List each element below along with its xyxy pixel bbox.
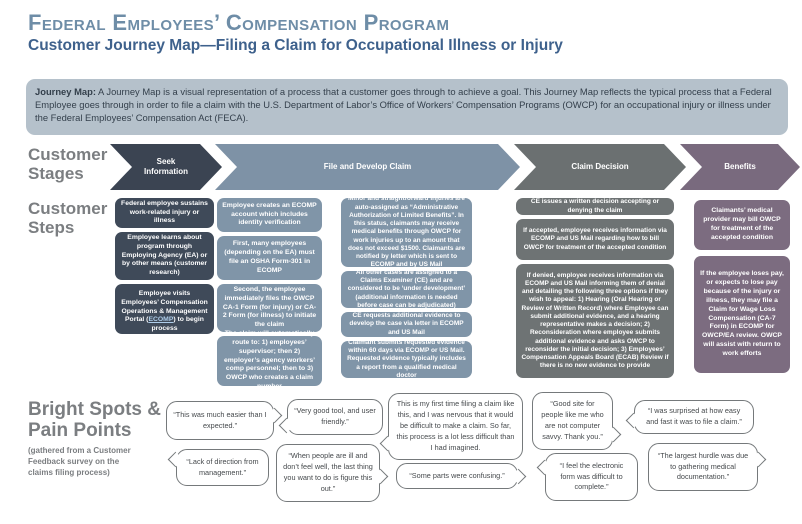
bubble-text: “Some parts were confusing.” (409, 470, 505, 480)
feedback-bubble: “I was surprised at how easy and fast it… (625, 400, 754, 434)
step-box: Minor and straightforward injuries are a… (341, 195, 472, 268)
feedback-bubble: “I feel the electronic form was difficul… (536, 453, 638, 501)
bubble-tail (605, 426, 622, 443)
bubble-text: “Lack of direction from management.” (186, 456, 259, 477)
feedback-bubble: “The largest hurdle was due to gathering… (648, 443, 767, 491)
step-box: CE requests additional evidence to devel… (341, 312, 472, 337)
bubble-tail (379, 435, 396, 452)
bubble-tail (278, 417, 295, 434)
bubble-tail (510, 468, 527, 485)
bubble-text: “Good site for people like me who are no… (541, 399, 604, 441)
step-box: Claimants’ medical provider may bill OWC… (694, 200, 790, 250)
stage-label: Seek Information (144, 156, 188, 176)
bubble-tail (266, 407, 283, 424)
bubble-tail (625, 412, 642, 429)
step-box: All other cases are assigned to a Claims… (341, 269, 472, 309)
bubble-text: “The largest hurdle was due to gathering… (657, 450, 749, 482)
bubble-text: “This was much easier than I expected.” (173, 409, 267, 430)
bubble-text: “When people are ill and don’t feel well… (283, 451, 373, 493)
bright-spots-title: Bright Spots & Pain Points (28, 399, 161, 442)
step-box: If the employee loses pay, or expects to… (694, 256, 790, 373)
ecomp-link[interactable]: ECOMP (148, 316, 174, 324)
step-box-ecomp-portal: Employee visits Employees’ Compensation … (115, 284, 214, 334)
bubble-text: “I was surprised at how easy and fast it… (646, 406, 742, 426)
step-box: If denied, employee receives information… (516, 264, 674, 378)
stage-label: Claim Decision (571, 161, 629, 171)
customer-stages-label: Customer Stages (28, 145, 108, 183)
step-box: Employee creates an ECOMP account which … (217, 198, 322, 232)
page-title: Federal Employees’ Compensation Program (28, 10, 450, 35)
bubble-tail (536, 459, 553, 476)
feedback-bubble: “Good site for people like me who are no… (532, 392, 622, 450)
stage-arrow-claim-decision: Claim Decision (514, 144, 686, 190)
bright-spots-subtitle: (gathered from a Customer Feedback surve… (28, 446, 131, 477)
bubble-text: This is my first time filing a claim lik… (396, 399, 515, 452)
bubble-tail (167, 451, 184, 468)
customer-steps-label: Customer Steps (28, 199, 108, 237)
intro-label: Journey Map: (35, 86, 96, 97)
stage-arrow-seek-information: Seek Information (110, 144, 222, 190)
step-text: Employee visits Employees’ Compensation … (121, 290, 208, 324)
stage-arrow-file-and-develop-claim: File and Develop Claim (215, 144, 520, 190)
stage-arrow-benefits: Benefits (680, 144, 800, 190)
page-subtitle: Customer Journey Map—Filing a Claim for … (28, 37, 563, 54)
journey-map-intro: Journey Map: A Journey Map is a visual r… (26, 79, 788, 135)
bubble-tail (372, 468, 389, 485)
feedback-bubble: “Some parts were confusing.” (396, 463, 527, 489)
feedback-bubble: “This was much easier than I expected.” (166, 401, 283, 440)
bubble-tail (750, 451, 767, 468)
feedback-bubble: “When people are ill and don’t feel well… (276, 444, 389, 502)
bubble-text: “I feel the electronic form was difficul… (559, 460, 624, 492)
step-box: Federal employee sustains work-related i… (115, 198, 214, 228)
feedback-bubble: This is my first time filing a claim lik… (379, 393, 523, 460)
stage-label: File and Develop Claim (323, 161, 412, 171)
step-text: ) to begin process (151, 316, 204, 333)
intro-text: A Journey Map is a visual representation… (35, 86, 772, 124)
bubble-text: “Very good tool, and user friendly.” (294, 406, 376, 426)
step-box: Claimant submits requested evidence with… (341, 339, 472, 379)
step-box: If accepted, employee receives informati… (516, 219, 674, 260)
feedback-bubble: “Lack of direction from management.” (167, 449, 269, 486)
step-box: CE issues a written decision accepting o… (516, 198, 674, 215)
step-box: First, many employees (depending on the … (217, 236, 322, 280)
step-box: Second, the employee immediately files t… (217, 284, 322, 332)
step-box: The claim will automatically route to: 1… (217, 330, 322, 390)
stage-label: Benefits (724, 161, 756, 171)
step-box: Employee learns about program through Em… (115, 232, 214, 280)
feedback-bubble: “Very good tool, and user friendly.” (278, 399, 383, 435)
